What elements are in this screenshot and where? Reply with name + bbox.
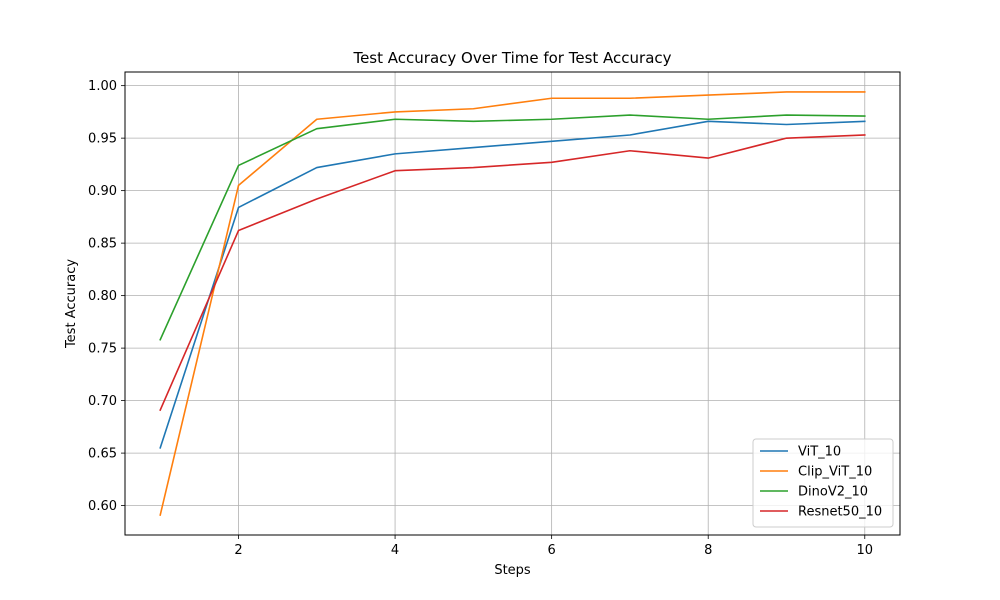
series-line-resnet50-10 [159, 134, 866, 412]
series-line-vit-10 [159, 120, 866, 449]
legend-label: Clip_ViT_10 [798, 465, 872, 480]
x-tick-label: 4 [391, 543, 399, 558]
y-tick-label: 0.75 [88, 342, 117, 357]
x-tick-label: 8 [704, 543, 712, 558]
legend-box [752, 438, 894, 528]
legend-label: DinoV2_10 [798, 485, 868, 500]
y-tick-label: 0.65 [88, 447, 117, 462]
legend-label: ViT_10 [798, 445, 841, 460]
chart-title: Test Accuracy Over Time for Test Accurac… [352, 49, 671, 67]
legend-label: Resnet50_10 [798, 505, 882, 520]
y-tick-label: 0.60 [88, 499, 117, 514]
series-line-clip-vit-10 [159, 91, 866, 517]
y-axis-title: Test Accuracy [64, 259, 79, 349]
y-tick-label: 1.00 [88, 79, 117, 94]
legend: ViT_10 Clip_ViT_10 DinoV2_10 Resnet50_10 [752, 438, 894, 528]
y-tick-label: 0.70 [88, 394, 117, 409]
x-tick-label: 10 [856, 543, 873, 558]
plot-frame [124, 71, 901, 536]
grid [125, 72, 900, 535]
series-line-dinov2-10 [159, 114, 866, 341]
y-tick-label: 0.85 [88, 237, 117, 252]
y-tick-label: 0.80 [88, 289, 117, 304]
series-lines [159, 91, 866, 517]
x-axis-title: Steps [494, 563, 531, 578]
y-tick-label: 0.90 [88, 184, 117, 199]
x-tick-label: 2 [234, 543, 242, 558]
axis-ticks: 2 4 6 8 10 0.60 0.65 0.70 0.75 0.80 0.85 0.90 0.95 1.… [88, 79, 873, 558]
y-tick-label: 0.95 [88, 132, 117, 147]
x-tick-label: 6 [548, 543, 556, 558]
